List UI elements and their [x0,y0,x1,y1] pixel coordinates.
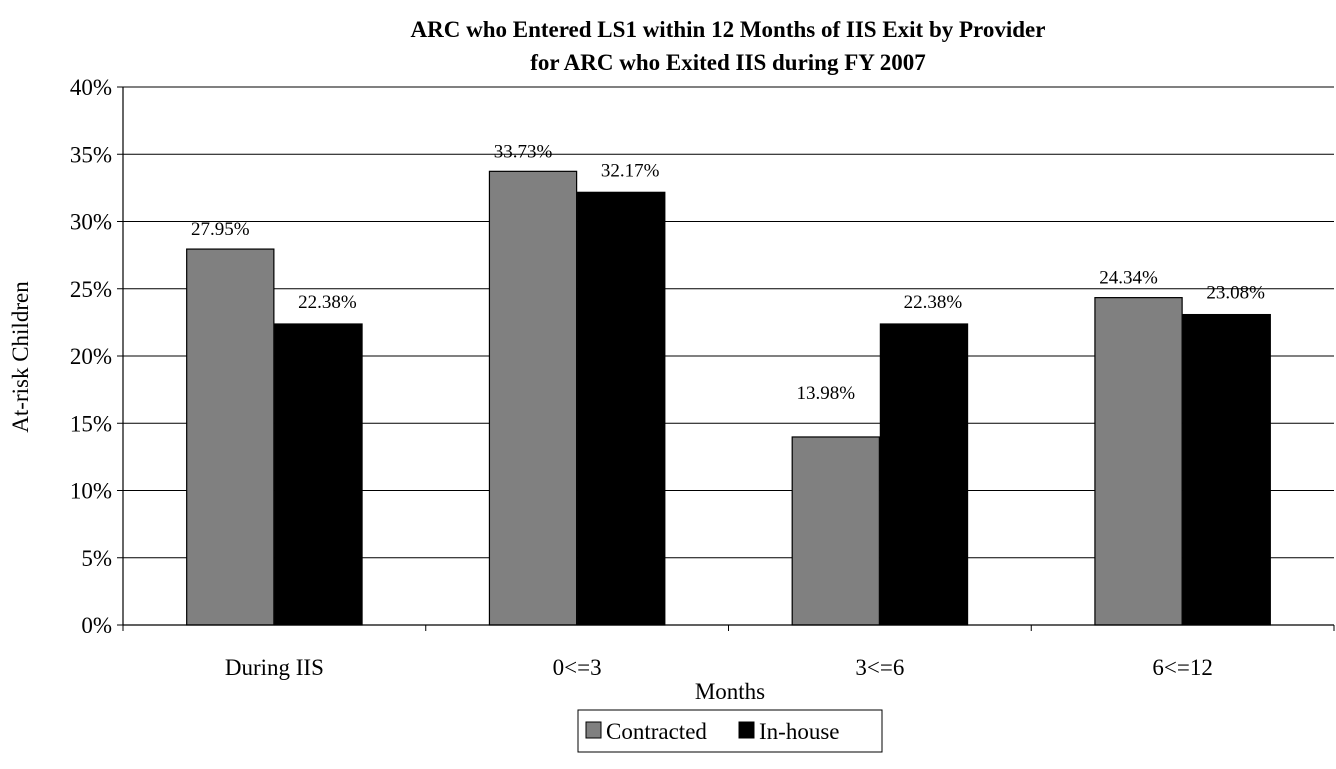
y-axis-ticks: 0% 5% 10% 15% 20% 25% 30% 35% 40% [70,75,123,638]
bar-in-house [879,323,969,626]
legend-swatch-in-house [738,721,755,739]
legend: Contracted In-house [577,709,883,753]
bar-in-house [274,323,363,626]
bar-in-house [1182,313,1271,626]
data-label: 24.34% [1099,268,1158,289]
x-axis-ticks: During IIS 0<=3 3<=6 6<=12 [122,625,1335,680]
bar-contracted [1094,297,1183,626]
y-tick-label: 35% [70,142,112,167]
x-tick-label: 0<=3 [553,655,602,680]
y-tick-label: 20% [70,344,112,369]
data-label: 23.08% [1206,283,1265,304]
data-labels: 27.95% 22.38% 33.73% 32.17% 13.98% 22.38% 24.3… [191,141,1265,404]
data-label: 13.98% [796,383,855,404]
data-label: 22.38% [904,292,963,313]
legend-label: In-house [759,719,839,744]
legend-label: Contracted [606,719,707,744]
y-tick-label: 10% [70,479,112,504]
data-label: 27.95% [191,219,250,240]
chart-title: ARC who Entered LS1 within 12 Months of … [411,17,1046,42]
bar-contracted [186,248,275,626]
y-axis-title: At-risk Children [8,281,33,433]
y-tick-label: 0% [81,613,112,638]
data-label: 32.17% [601,160,660,181]
x-tick-label: 6<=12 [1152,655,1212,680]
y-tick-label: 30% [70,210,112,235]
y-tick-label: 25% [70,277,112,302]
bar-contracted [488,170,578,626]
data-label: 22.38% [298,292,357,313]
y-tick-label: 15% [70,411,112,436]
bars [186,170,1271,626]
legend-box [577,709,883,753]
legend-swatch-contracted [585,721,602,739]
y-tick-label: 5% [81,546,112,571]
x-tick-label: 3<=6 [855,655,904,680]
x-tick-label: During IIS [225,655,324,680]
x-axis-title: Months [695,679,765,704]
bar-contracted [791,436,880,626]
data-label: 33.73% [494,141,553,162]
chart-subtitle: for ARC who Exited IIS during FY 2007 [530,50,926,75]
bar-in-house [577,191,666,626]
y-tick-label: 40% [70,75,112,100]
